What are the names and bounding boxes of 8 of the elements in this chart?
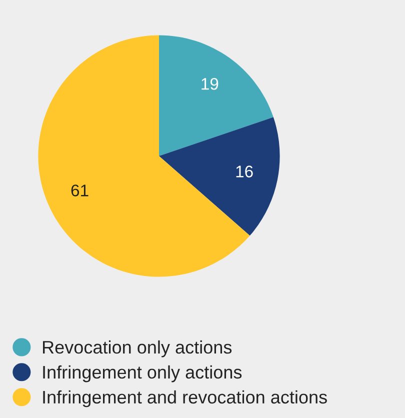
legend-label: Infringement and revocation actions (43, 390, 327, 408)
pie-slice (159, 117, 280, 236)
data-label: 19 (202, 78, 218, 90)
pie-slice (159, 35, 274, 156)
data-label: 61 (71, 184, 88, 196)
data-label: 16 (236, 166, 253, 178)
legend-label: Revocation only actions (43, 340, 232, 358)
legend-label: Infringement only actions (43, 365, 242, 382)
